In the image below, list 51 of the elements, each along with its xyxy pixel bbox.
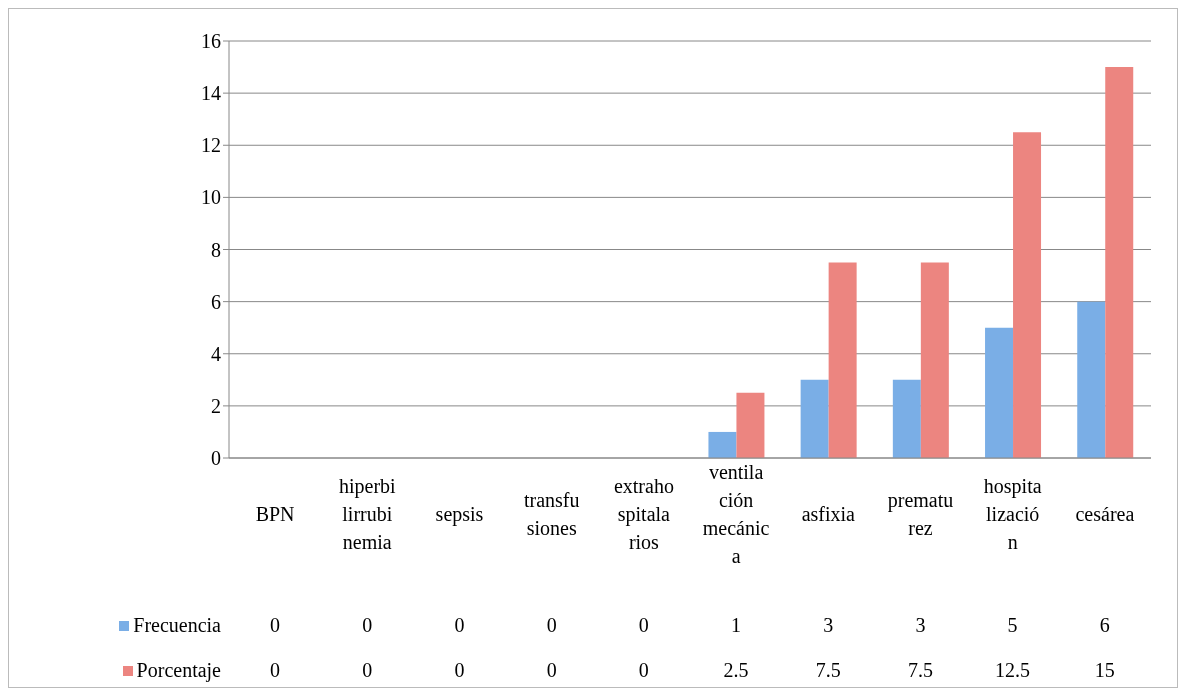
y-tick-label: 8 xyxy=(211,238,221,261)
x-tick-label: transfusiones xyxy=(523,489,580,539)
bar xyxy=(708,431,737,458)
data-label: 0 xyxy=(269,659,282,682)
bar xyxy=(1105,67,1134,458)
data-label: 0 xyxy=(361,659,374,682)
bar xyxy=(892,379,921,458)
data-label: 2.5 xyxy=(722,659,750,682)
bar xyxy=(736,392,765,458)
y-tick-label: 16 xyxy=(201,30,221,53)
y-tick-label: 2 xyxy=(211,394,221,417)
data-label: 0 xyxy=(453,659,466,682)
y-tick-label: 0 xyxy=(211,447,221,470)
x-tick-label: asfixia xyxy=(801,503,856,525)
data-label: 0 xyxy=(269,614,282,637)
data-label: 6 xyxy=(1098,614,1111,637)
x-tick-label: extrahospitalarios xyxy=(613,475,674,553)
x-tick-label: ventilación mecánica xyxy=(702,461,770,567)
bar xyxy=(800,379,829,458)
data-label: 12.5 xyxy=(994,659,1032,682)
y-tick-label: 4 xyxy=(211,342,221,365)
data-label: 7.5 xyxy=(814,659,842,682)
y-tick-label: 10 xyxy=(201,186,221,209)
y-tick-label: 6 xyxy=(211,290,221,313)
legend-label: Porcentaje xyxy=(136,659,221,682)
data-label: 3 xyxy=(822,614,835,637)
bar xyxy=(920,262,949,458)
data-label: 5 xyxy=(1006,614,1019,637)
bar xyxy=(985,327,1014,458)
x-tick-label: BPN xyxy=(255,503,295,525)
data-label: 1 xyxy=(730,614,743,637)
data-label: 0 xyxy=(545,659,558,682)
x-tick-label: prematurez xyxy=(887,489,954,539)
data-label: 0 xyxy=(637,614,650,637)
bar xyxy=(828,262,857,458)
data-label: 0 xyxy=(453,614,466,637)
y-tick-label: 12 xyxy=(201,134,221,157)
x-tick-label: hospitalización xyxy=(983,475,1042,553)
data-label: 0 xyxy=(361,614,374,637)
data-label: 0 xyxy=(545,614,558,637)
data-label: 0 xyxy=(637,659,650,682)
bar xyxy=(1013,132,1042,458)
bar xyxy=(1077,301,1106,458)
data-label: 7.5 xyxy=(906,659,934,682)
y-tick-label: 14 xyxy=(201,82,221,105)
data-label: 15 xyxy=(1093,659,1116,682)
data-label: 3 xyxy=(914,614,927,637)
x-tick-label: sepsis xyxy=(435,503,484,526)
legend-label: Frecuencia xyxy=(133,614,221,637)
x-tick-label: hiperbilirrubinemia xyxy=(338,475,397,553)
x-tick-label: cesárea xyxy=(1075,503,1135,525)
